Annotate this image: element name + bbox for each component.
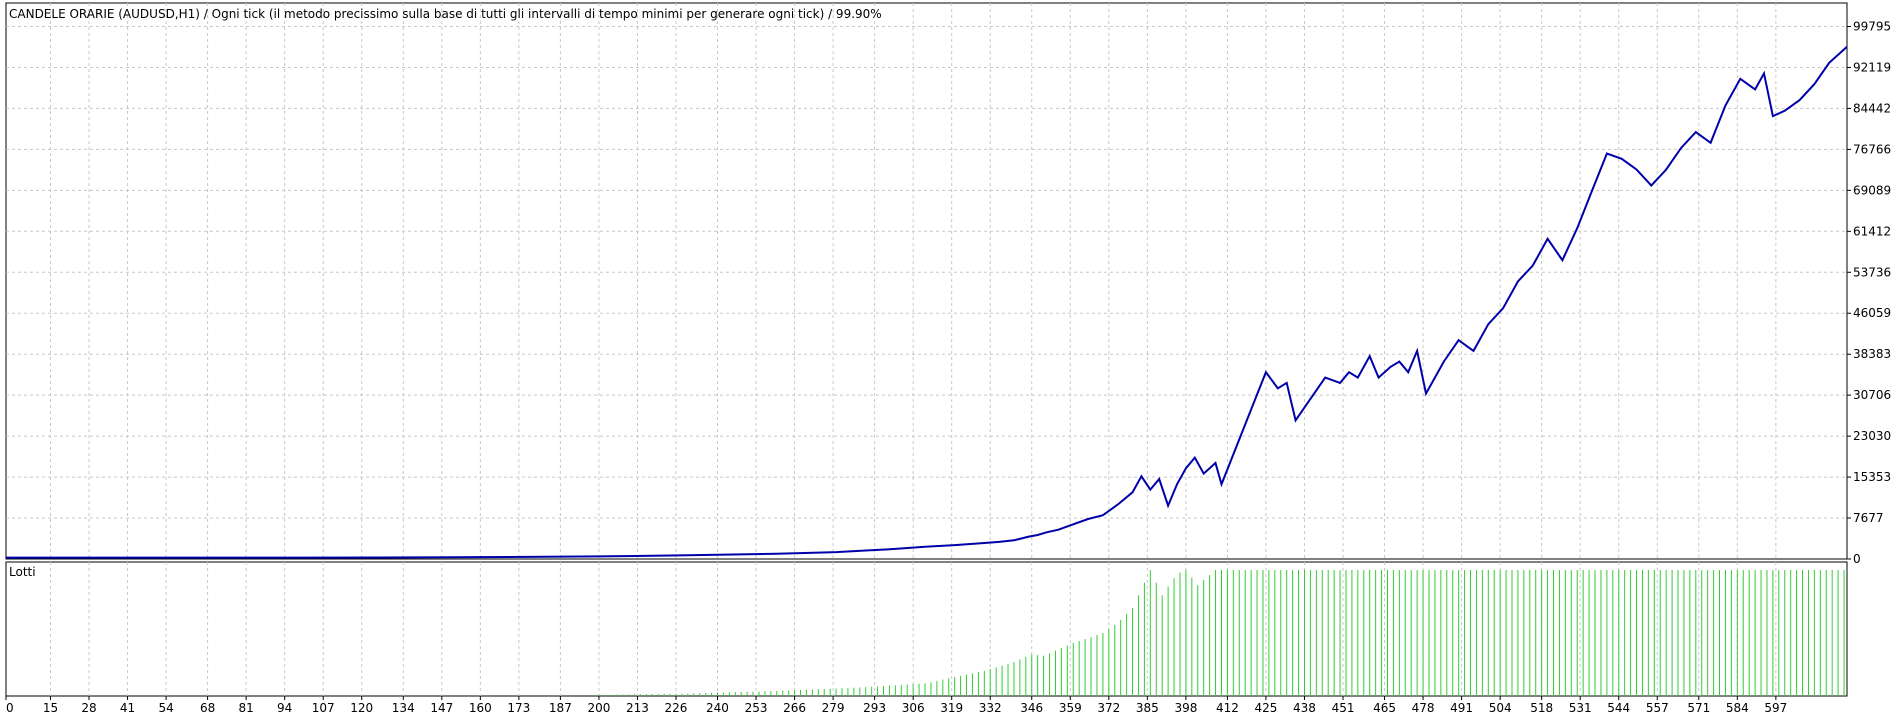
x-tick-label: 491 (1450, 701, 1473, 713)
y-tick-label: 30706 (1853, 388, 1891, 402)
x-tick-label: 412 (1216, 701, 1239, 713)
y-tick-label: 38383 (1853, 347, 1891, 361)
x-tick-label: 160 (469, 701, 492, 713)
x-tick-label: 557 (1646, 701, 1669, 713)
x-tick-label: 438 (1293, 701, 1316, 713)
x-tick-label: 571 (1687, 701, 1710, 713)
x-tick-label: 293 (863, 701, 886, 713)
x-tick-label: 266 (783, 701, 806, 713)
x-tick-label: 173 (507, 701, 530, 713)
x-tick-label: 187 (549, 701, 572, 713)
x-tick-label: 346 (1020, 701, 1043, 713)
x-tick-label: 68 (200, 701, 215, 713)
x-tick-label: 81 (238, 701, 253, 713)
x-tick-label: 15 (43, 701, 58, 713)
x-tick-label: 465 (1373, 701, 1396, 713)
balance-panel-frame (5, 2, 1848, 560)
y-tick-label: 15353 (1853, 470, 1891, 484)
chart-title: CANDELE ORARIE (AUDUSD,H1) / Ogni tick (… (9, 7, 882, 21)
y-tick-label: 92119 (1853, 60, 1891, 74)
x-tick-label: 306 (902, 701, 925, 713)
x-tick-label: 134 (392, 701, 415, 713)
y-tick-label: 69089 (1853, 183, 1891, 197)
x-tick-label: 120 (350, 701, 373, 713)
x-tick-label: 359 (1059, 701, 1082, 713)
x-tick-label: 332 (979, 701, 1002, 713)
grid-lines (6, 3, 1847, 696)
x-tick-label: 319 (940, 701, 963, 713)
x-tick-label: 597 (1764, 701, 1787, 713)
y-tick-label: 53736 (1853, 265, 1891, 279)
x-tick-label: 544 (1607, 701, 1630, 713)
y-tick-label: 46059 (1853, 306, 1891, 320)
x-tick-label: 451 (1332, 701, 1355, 713)
x-tick-label: 372 (1097, 701, 1120, 713)
x-tick-label: 54 (158, 701, 173, 713)
x-tick-label: 28 (81, 701, 96, 713)
y-tick-label: 61412 (1853, 224, 1891, 238)
x-tick-label: 253 (745, 701, 768, 713)
lots-panel-frame (5, 561, 1848, 697)
x-axis-ticks: 0 15 28 41 54 68 81 94 107 120 134 147 160 173 187 200 2… (5, 696, 1787, 715)
lots-bars (598, 570, 1845, 696)
x-tick-label: 279 (822, 701, 845, 713)
x-tick-label: 240 (706, 701, 729, 713)
x-tick-label: 531 (1569, 701, 1592, 713)
x-tick-label: 504 (1489, 701, 1512, 713)
x-tick-label: 584 (1726, 701, 1749, 713)
x-tick-label: 147 (430, 701, 453, 713)
y-axis-ticks: 99795 92119 84442 76766 69089 61412 53736 46059… (1847, 20, 1891, 566)
y-tick-label: 99795 (1853, 20, 1891, 34)
y-tick-label: 76766 (1853, 142, 1891, 156)
lots-panel-label: Lotti (9, 565, 36, 579)
y-tick-label: 0 (1853, 552, 1861, 566)
balance-line (6, 46, 1848, 559)
x-tick-label: 213 (626, 701, 649, 713)
x-tick-label: 398 (1174, 701, 1197, 713)
x-tick-label: 425 (1254, 701, 1277, 713)
y-tick-label: 84442 (1853, 101, 1891, 115)
x-tick-label: 0 (6, 701, 14, 713)
x-tick-label: 94 (277, 701, 292, 713)
x-tick-label: 478 (1412, 701, 1435, 713)
y-tick-label: 7677 (1853, 511, 1884, 525)
x-tick-label: 41 (120, 701, 135, 713)
y-tick-label: 23030 (1853, 429, 1891, 443)
x-tick-label: 200 (587, 701, 610, 713)
x-tick-label: 226 (665, 701, 688, 713)
x-tick-label: 518 (1530, 701, 1553, 713)
x-tick-label: 107 (312, 701, 335, 713)
x-tick-label: 385 (1136, 701, 1159, 713)
